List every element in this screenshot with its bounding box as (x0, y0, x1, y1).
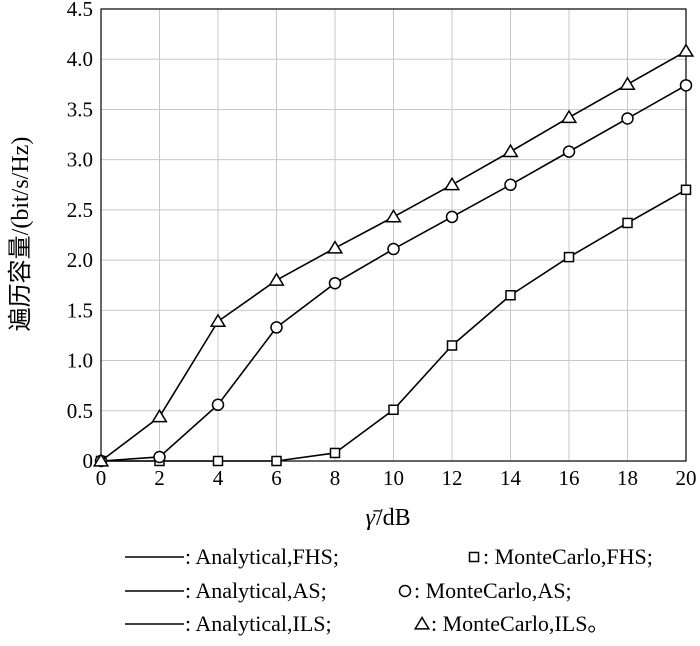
x-tick-label: 16 (559, 466, 580, 490)
montecarlo-point-ils (677, 43, 695, 57)
montecarlo-point-fhs (446, 340, 458, 351)
legend: : Analytical,FHS;: MonteCarlo,FHS;: Anal… (125, 544, 653, 636)
montecarlo-point-as (562, 145, 576, 158)
montecarlo-point-as (621, 112, 634, 125)
legend-row: : Analytical,FHS; : MonteCarlo,FHS; (125, 544, 653, 569)
legend-line-label: : Analytical,ILS; (185, 611, 332, 636)
y-tick-label: 3.0 (67, 148, 93, 172)
series-ils (92, 43, 695, 467)
legend-row: : Analytical,ILS; : MonteCarlo,ILS。 (125, 611, 609, 636)
y-tick-label: 2.5 (67, 198, 93, 222)
montecarlo-point-ils (385, 208, 402, 223)
y-axis-label: 遍历容量/(bit/s/Hz) (7, 137, 34, 332)
montecarlo-point-as (504, 178, 517, 192)
legend-marker-swatch (468, 551, 480, 563)
series-as (94, 79, 693, 468)
montecarlo-point-fhs (271, 455, 282, 467)
montecarlo-point-fhs (622, 217, 633, 229)
montecarlo-point-as (153, 450, 166, 464)
x-axis-label: γ̄ /dB (366, 505, 411, 531)
y-tick-label: 1.0 (67, 349, 93, 373)
x-tick-label: 14 (500, 466, 522, 490)
y-tick-label: 0 (83, 449, 94, 473)
montecarlo-point-fhs (388, 404, 399, 416)
montecarlo-point-as (387, 242, 400, 256)
y-axis: 0 0.5 1.0 1.5 2.0 2.5 3.0 3.5 4.0 4.5 (67, 0, 93, 473)
montecarlo-point-ils (560, 109, 578, 124)
montecarlo-point-ils (443, 176, 461, 191)
legend-marker-label: : MonteCarlo,ILS。 (431, 611, 609, 636)
series-group (92, 43, 695, 468)
y-tick-label: 1.5 (67, 298, 93, 322)
montecarlo-point-ils (209, 313, 227, 328)
legend-marker-label: : MonteCarlo,FHS; (483, 544, 653, 569)
montecarlo-point-as (445, 210, 459, 224)
y-tick-label: 4.5 (67, 0, 93, 21)
y-tick-label: 0.5 (67, 399, 93, 423)
y-tick-label: 3.5 (67, 97, 93, 121)
montecarlo-point-as (679, 79, 693, 92)
montecarlo-point-as (211, 398, 225, 412)
y-tick-label: 4.0 (67, 47, 93, 71)
x-tick-label: 18 (617, 466, 638, 490)
x-tick-label: 6 (271, 466, 282, 490)
x-tick-label: 12 (442, 466, 463, 490)
legend-marker-label: : MonteCarlo,AS; (414, 578, 572, 603)
montecarlo-point-fhs (680, 184, 692, 196)
montecarlo-point-fhs (505, 290, 516, 301)
x-tick-label: 20 (676, 466, 697, 490)
x-tick-label: 10 (383, 466, 404, 490)
montecarlo-point-fhs (563, 251, 575, 263)
montecarlo-point-ils (268, 272, 285, 286)
montecarlo-point-as (270, 321, 283, 334)
plot-frame (100, 8, 687, 462)
montecarlo-point-ils (151, 408, 168, 423)
x-axis-label-unit: /dB (376, 505, 411, 531)
y-tick-label: 2.0 (67, 248, 93, 272)
montecarlo-point-as (328, 276, 342, 290)
grid (100, 8, 687, 462)
legend-line-label: : Analytical,FHS; (185, 544, 339, 569)
x-tick-label: 8 (330, 466, 341, 490)
montecarlo-point-ils (619, 76, 636, 90)
montecarlo-point-ils (326, 240, 344, 254)
legend-marker-swatch (398, 584, 412, 598)
x-tick-label: 0 (96, 466, 107, 490)
montecarlo-point-ils (502, 143, 519, 158)
legend-row: : Analytical,AS; : MonteCarlo,AS; (125, 578, 572, 603)
montecarlo-point-ils (92, 453, 110, 467)
montecarlo-point-fhs (212, 455, 224, 467)
x-tick-label: 4 (213, 466, 224, 490)
x-axis: 0 2 4 6 8 10 12 14 16 18 20 (96, 466, 697, 490)
x-tick-label: 2 (154, 466, 165, 490)
legend-line-label: : Analytical,AS; (185, 578, 327, 603)
legend-marker-swatch (413, 616, 431, 630)
montecarlo-point-fhs (329, 447, 341, 459)
